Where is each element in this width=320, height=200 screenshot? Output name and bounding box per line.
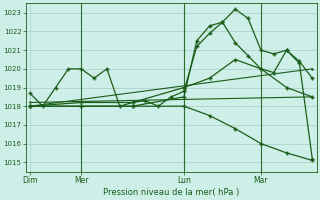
X-axis label: Pression niveau de la mer( hPa ): Pression niveau de la mer( hPa ) [103, 188, 239, 197]
